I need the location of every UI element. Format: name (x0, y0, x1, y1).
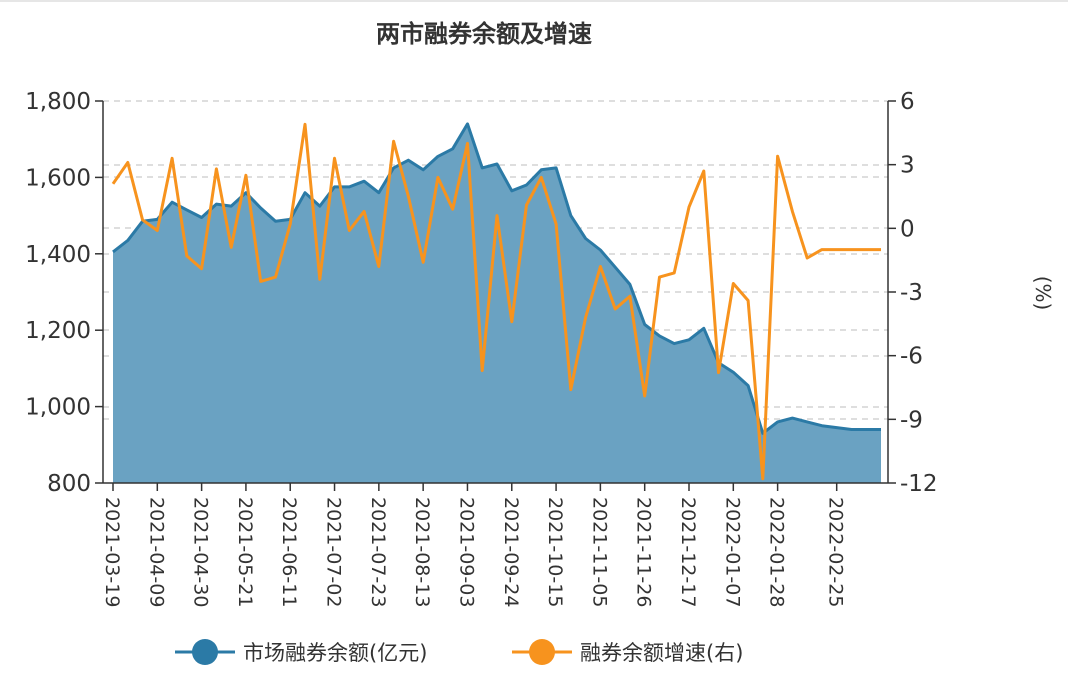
left-tick-label: 1,600 (25, 165, 91, 191)
x-tick-label: 2021-10-15 (544, 497, 566, 607)
x-tick-label: 2022-01-07 (721, 497, 743, 607)
x-tick-label: 2021-05-21 (234, 497, 256, 607)
x-tick-label: 2021-04-30 (190, 497, 212, 607)
x-tick-label: 2022-01-28 (766, 497, 788, 607)
legend: 市场融券余额(亿元) 融券余额增速(右) (175, 639, 743, 665)
x-tick-label: 2021-09-03 (456, 497, 478, 607)
x-tick-label: 2021-11-26 (633, 497, 655, 607)
legend-growth-swatch-dot (529, 639, 555, 665)
legend-growth-label: 融券余额增速(右) (580, 641, 743, 665)
right-tick-label: -12 (900, 471, 938, 497)
right-tick-label: 3 (900, 153, 915, 179)
x-tick-label: 2021-07-23 (367, 497, 389, 607)
left-tick-label: 1,000 (25, 395, 91, 421)
left-axis-ticks: 800 1,000 1,200 1,400 1,600 1,800 (25, 89, 103, 497)
right-tick-label: -6 (900, 344, 923, 370)
x-tick-label: 2021-07-02 (323, 497, 345, 607)
right-tick-label: 6 (900, 89, 915, 115)
x-tick-label: 2021-08-13 (411, 497, 433, 607)
right-axis-ticks: -12 -9 -6 -3 0 3 6 (888, 89, 938, 497)
legend-balance-label: 市场融券余额(亿元) (243, 641, 427, 665)
x-tick-label: 2022-02-25 (825, 497, 847, 607)
chart-title: 两市融券余额及增速 (376, 20, 592, 48)
right-tick-label: 0 (900, 216, 915, 242)
left-tick-label: 1,800 (25, 89, 91, 115)
x-tick-label: 2021-03-19 (101, 497, 123, 607)
x-tick-label: 2021-12-17 (677, 497, 699, 607)
balance-area-fill (113, 123, 881, 484)
right-tick-label: -9 (900, 407, 923, 433)
right-tick-label: -3 (900, 280, 923, 306)
growth-line-series (111, 122, 881, 481)
top-border (0, 0, 1068, 2)
left-tick-label: 1,400 (25, 242, 91, 268)
left-tick-label: 800 (47, 471, 91, 497)
legend-balance-swatch-dot (192, 639, 218, 665)
left-tick-label: 1,200 (25, 318, 91, 344)
right-axis-label: (%) (1031, 276, 1055, 311)
x-tick-label: 2021-11-05 (588, 497, 610, 607)
x-axis-ticks: 2021-03-19 2021-04-09 2021-04-30 2021-05-21… (101, 483, 847, 607)
x-tick-label: 2021-06-11 (278, 497, 300, 607)
x-tick-label: 2021-09-24 (500, 497, 522, 607)
x-tick-label: 2021-04-09 (145, 497, 167, 607)
growth-line (111, 122, 881, 481)
